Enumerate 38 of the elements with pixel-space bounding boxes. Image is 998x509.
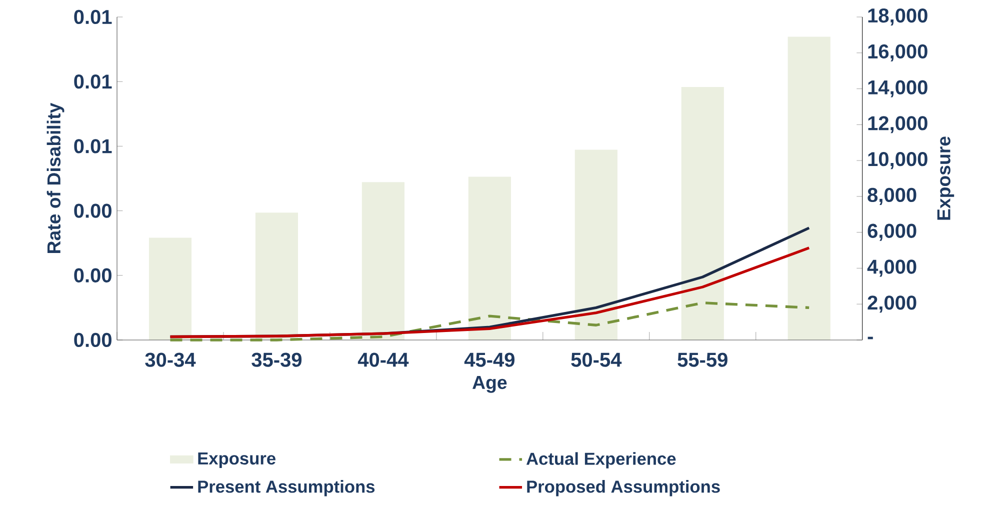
line-series bbox=[168, 302, 810, 342]
x-tick-label: 50-54 bbox=[571, 352, 622, 367]
bar bbox=[788, 36, 830, 340]
x-tick-label: 45-49 bbox=[464, 352, 514, 367]
y2-tick-label: 18,000 bbox=[868, 8, 928, 26]
legend-label: Present Assumptions bbox=[198, 480, 375, 496]
y2-tick-label: 10,000 bbox=[868, 152, 928, 170]
y2-tick-label: 4,000 bbox=[867, 260, 916, 277]
bar bbox=[468, 176, 511, 340]
y-axis-title: Rate of Disability bbox=[46, 102, 64, 253]
legend-label: Proposed Assumptions bbox=[527, 480, 720, 496]
x-tick-label: 55-59 bbox=[678, 352, 728, 367]
y-tick-label: 0.01 bbox=[74, 139, 112, 154]
bar bbox=[681, 86, 724, 340]
bar bbox=[362, 182, 404, 340]
x-tick-label: 30-34 bbox=[145, 352, 196, 367]
y2-tick-label: 16,000 bbox=[868, 44, 928, 62]
y-tick-label: 0.01 bbox=[74, 10, 112, 24]
y-tick-label: 0.01 bbox=[74, 74, 112, 89]
y2-tick-label: 8,000 bbox=[868, 188, 916, 205]
y2-tick-label: 6,000 bbox=[868, 224, 916, 241]
y-tick-label: 0.00 bbox=[74, 268, 112, 282]
x-axis-title: Age bbox=[472, 376, 507, 393]
y-tick-label: 0.00 bbox=[74, 204, 112, 218]
y2-tick-label: 12,000 bbox=[868, 116, 928, 134]
bar bbox=[255, 212, 298, 340]
y2-tick-label: 2,000 bbox=[868, 296, 916, 313]
bar bbox=[574, 150, 618, 340]
line-series bbox=[168, 246, 810, 338]
y2-tick-label: - bbox=[868, 336, 873, 340]
legend-label: Actual Experience bbox=[526, 452, 676, 468]
y-tick-label: 0.00 bbox=[74, 332, 112, 348]
x-tick-label: 40-44 bbox=[358, 352, 409, 367]
x-tick-label: 35-39 bbox=[252, 352, 302, 367]
y2-tick-label: 14,000 bbox=[868, 80, 928, 98]
legend-label: Exposure bbox=[198, 452, 276, 468]
y2-axis-title: Exposure bbox=[937, 136, 954, 220]
bar bbox=[148, 238, 192, 340]
